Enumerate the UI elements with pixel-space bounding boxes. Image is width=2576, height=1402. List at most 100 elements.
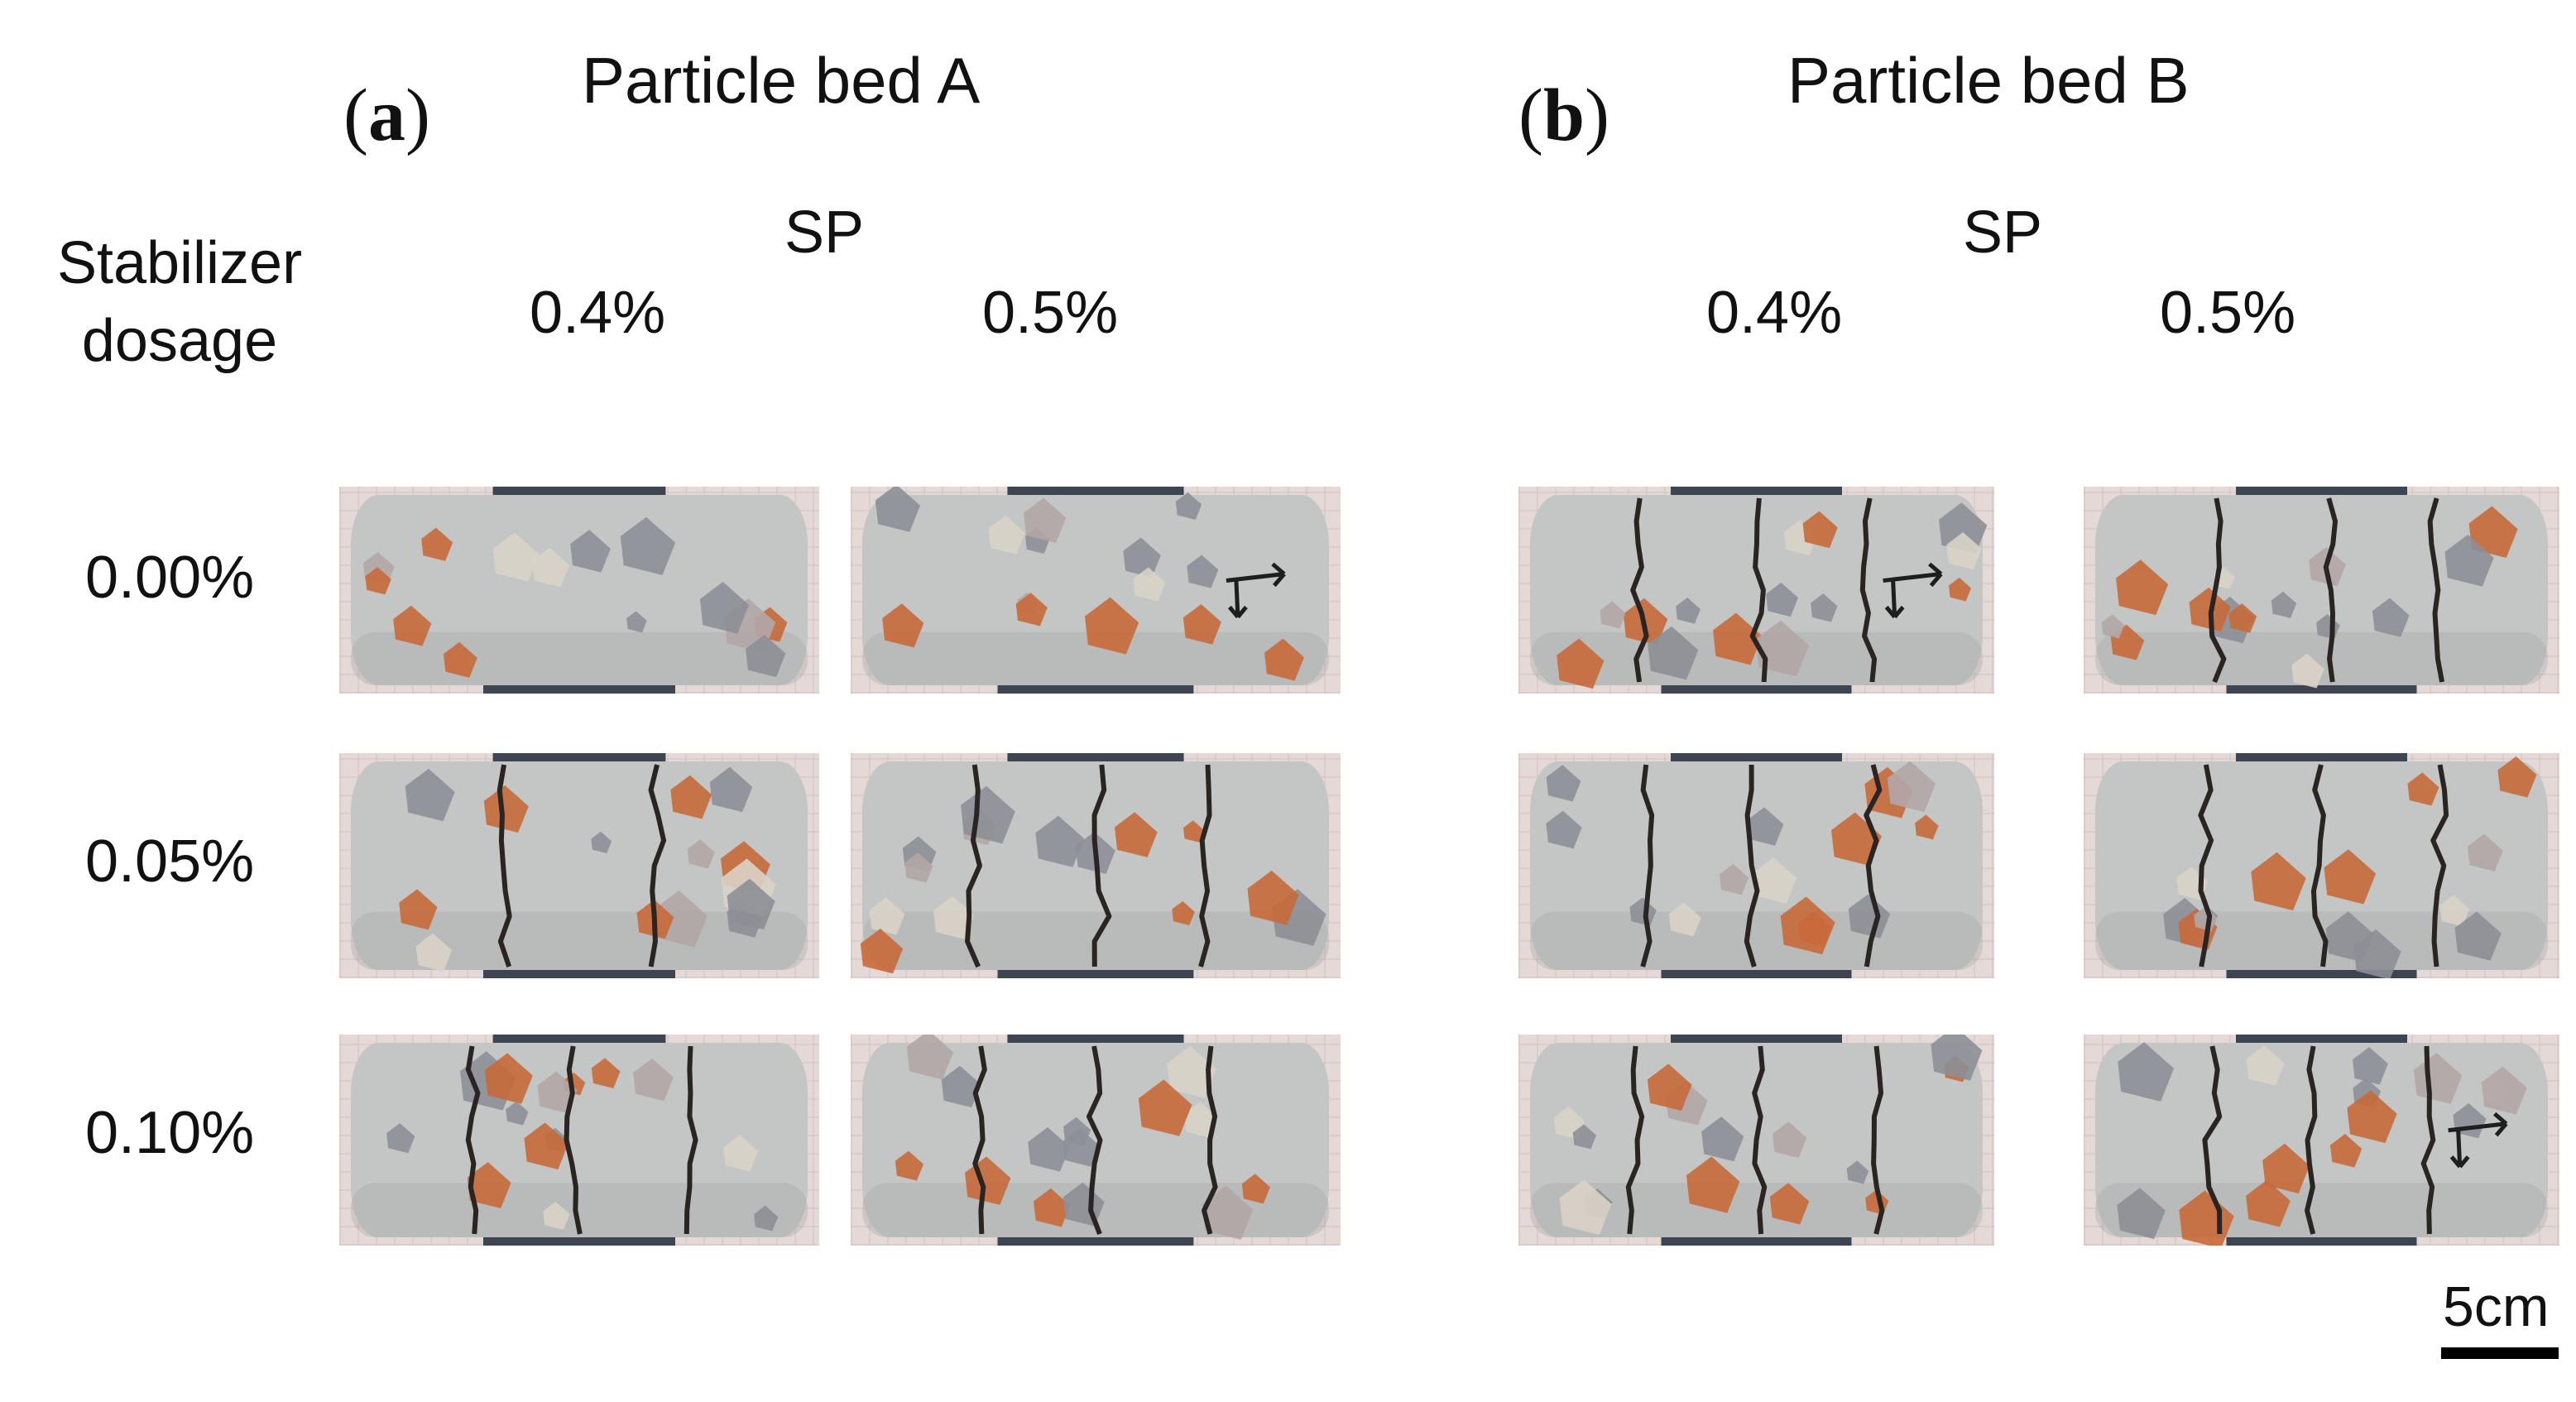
- crack-line: [2323, 497, 2339, 683]
- aggregate-fragment: [1676, 598, 1701, 624]
- row-label-2: 0.10%: [85, 1100, 255, 1166]
- aggregate-fragment: [1133, 567, 1166, 602]
- aggregate-fragment: [2467, 833, 2503, 871]
- aggregate-fragment: [1028, 1126, 1070, 1172]
- aggregate-fragment: [2481, 1066, 2527, 1115]
- clamp-bottom: [483, 685, 675, 694]
- aggregate-fragment: [904, 852, 933, 883]
- clamp-bottom: [2226, 685, 2417, 694]
- aggregate-fragment: [1247, 870, 1299, 925]
- clamp-bottom: [2226, 1237, 2417, 1246]
- cylinder-shade: [862, 631, 1329, 685]
- clamp-top: [2236, 487, 2407, 495]
- aggregate-fragment: [941, 1065, 981, 1108]
- aggregate-fragment: [443, 641, 477, 678]
- specimen-cylinder: [860, 753, 1329, 978]
- aggregate-fragment: [506, 1101, 529, 1126]
- aggregate-fragment: [1138, 1079, 1192, 1136]
- aggregate-fragment: [988, 515, 1025, 555]
- crack-line: [564, 1045, 583, 1235]
- specimen-cylinder: [2095, 1035, 2548, 1246]
- aggregate-fragment: [1629, 897, 1657, 926]
- arrow-mark-horizontal: [1226, 562, 1286, 588]
- aggregate-fragment: [2444, 535, 2494, 587]
- aggregate-fragment: [1024, 497, 1067, 543]
- aggregate-fragment: [1241, 1174, 1270, 1204]
- crack-line: [1859, 497, 1878, 683]
- specimen-cylinder: [1530, 753, 1983, 978]
- aggregate-fragment: [415, 933, 453, 972]
- crack-line: [2198, 764, 2214, 967]
- aggregate-fragment: [754, 1205, 779, 1232]
- clamp-top: [2236, 1035, 2407, 1043]
- crack-line: [1752, 1045, 1768, 1235]
- aggregate-fragment: [1747, 807, 1784, 846]
- aggregate-fragment: [1848, 894, 1891, 939]
- crack-line: [465, 1045, 481, 1235]
- aggregate-fragment: [484, 1053, 533, 1104]
- clamp-bottom: [483, 1237, 675, 1246]
- clamp-top: [2236, 753, 2407, 761]
- aggregate-fragment: [882, 603, 924, 648]
- panel-b-col-0-label: 0.4%: [1706, 280, 1843, 346]
- panel-b-letter: (b): [1518, 74, 1610, 156]
- aggregate-fragment: [2118, 1042, 2175, 1102]
- aggregate-fragment: [1668, 902, 1701, 937]
- specimen-cylinder: [862, 1035, 1329, 1246]
- aggregate-fragment: [1647, 1064, 1692, 1112]
- clamp-bottom: [997, 685, 1194, 694]
- crack-line: [496, 764, 512, 967]
- row-header-line2: dosage: [81, 307, 278, 374]
- aggregate-fragment: [1183, 820, 1205, 843]
- aggregate-fragment: [1915, 814, 1939, 840]
- row-header-line1: Stabilizer: [56, 230, 303, 296]
- specimen-photo: [1518, 1035, 1994, 1246]
- aggregate-fragment: [386, 1123, 415, 1154]
- aggregate-fragment: [620, 516, 676, 575]
- crack-line: [1640, 764, 1655, 967]
- aggregate-fragment: [1938, 502, 1988, 554]
- aggregate-fragment: [1557, 638, 1605, 689]
- arrow-mark-horizontal: [2448, 1112, 2508, 1137]
- aggregate-fragment: [543, 1202, 570, 1231]
- crack-line: [684, 1045, 698, 1235]
- aggregate-fragment: [1949, 577, 1972, 602]
- aggregate-fragment: [2117, 1188, 2166, 1240]
- crack-line: [1749, 497, 1768, 683]
- aggregate-fragment: [1034, 1188, 1071, 1227]
- aggregate-fragment: [723, 1135, 759, 1172]
- clamp-top: [1671, 487, 1842, 495]
- crack-line: [2202, 1045, 2223, 1235]
- aggregate-fragment: [2251, 852, 2306, 911]
- clamp-top: [1007, 753, 1184, 761]
- aggregate-fragment: [2353, 1047, 2388, 1085]
- specimen-photo: [339, 753, 819, 978]
- aggregate-fragment: [421, 527, 453, 561]
- row-header: Stabilizer dosage: [43, 225, 316, 380]
- aggregate-fragment: [483, 785, 529, 833]
- aggregate-fragment: [1035, 815, 1085, 867]
- aggregate-fragment: [1182, 603, 1221, 645]
- specimen-cylinder: [1530, 487, 1988, 694]
- panel-b-title: Particle bed B: [1787, 44, 2190, 117]
- aggregate-fragment: [906, 1035, 954, 1080]
- aggregate-fragment: [1015, 593, 1048, 627]
- clamp-bottom: [1661, 970, 1852, 978]
- aggregate-fragment: [2325, 911, 2374, 963]
- panel-a-letter: (a): [343, 74, 430, 156]
- aggregate-fragment: [524, 1122, 568, 1169]
- aggregate-fragment: [537, 1071, 578, 1114]
- aggregate-fragment: [2329, 1134, 2363, 1168]
- aggregate-fragment: [875, 487, 921, 532]
- crack-line: [2310, 764, 2329, 967]
- specimen-cylinder: [1530, 1035, 1983, 1246]
- crack-line: [2305, 1045, 2318, 1235]
- specimen-cylinder: [351, 1035, 808, 1246]
- aggregate-fragment: [405, 768, 455, 822]
- cylinder-shade: [1530, 911, 1983, 970]
- aggregate-fragment: [2347, 1090, 2397, 1144]
- clamp-bottom: [997, 970, 1194, 978]
- panel-a-col-0-label: 0.4%: [530, 280, 666, 346]
- specimen-photo: [1518, 753, 1994, 978]
- aggregate-fragment: [2271, 591, 2297, 618]
